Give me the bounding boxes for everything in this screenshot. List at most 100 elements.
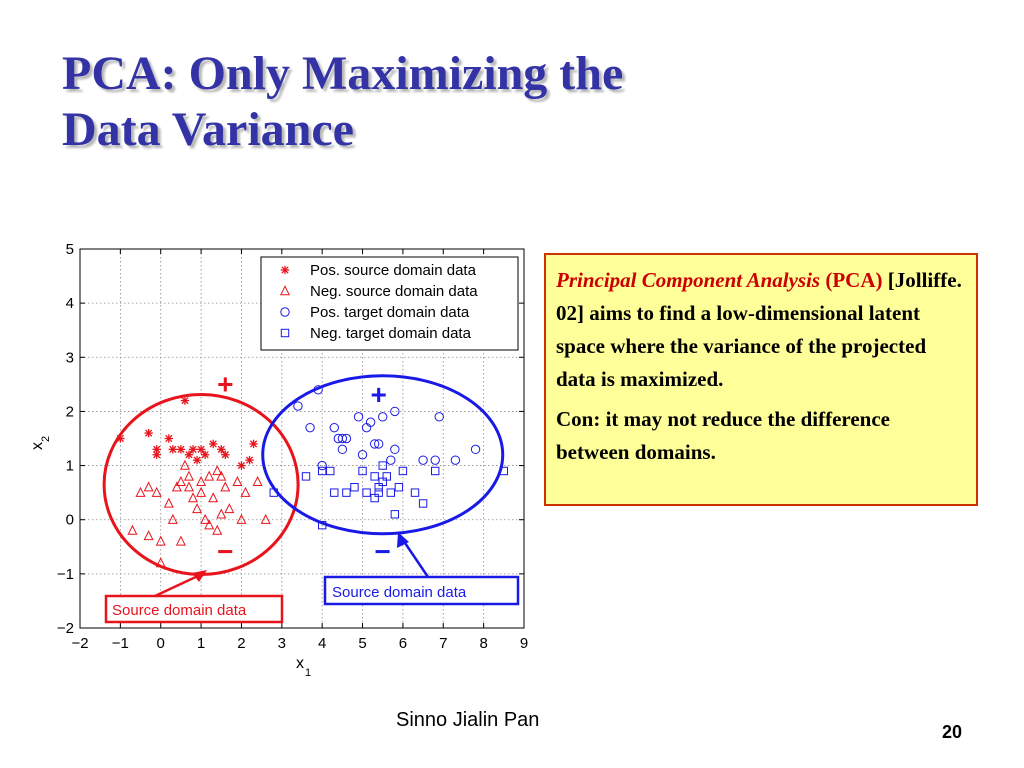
pos-source-point <box>237 461 246 470</box>
source-label-text: Source domain data <box>112 602 247 619</box>
class-sign-annotation: + <box>217 368 233 399</box>
x-tick-label: 9 <box>520 635 528 652</box>
neg-source-point <box>188 492 199 503</box>
neg-source-point <box>212 524 223 535</box>
x-tick-label: 7 <box>439 635 447 652</box>
y-tick-label: 4 <box>66 295 74 312</box>
y-tick-label: 0 <box>66 512 74 529</box>
pos-target-point <box>450 455 461 465</box>
neg-source-point <box>216 470 227 481</box>
legend-marker <box>279 285 291 296</box>
neg-source-point <box>127 524 138 535</box>
neg-target-point <box>269 488 278 497</box>
pos-source-point <box>245 455 254 465</box>
neg-source-point <box>236 513 247 524</box>
neg-target-point <box>390 510 400 519</box>
pca-description-box: Principal Component Analysis (PCA) [Joll… <box>544 253 978 506</box>
pos-source-point <box>209 439 218 449</box>
pos-source-point <box>176 445 186 454</box>
pos-source-point <box>249 439 258 449</box>
neg-source-point <box>240 486 251 497</box>
target-label-text: Source domain data <box>332 584 467 601</box>
pos-target-point <box>329 422 339 433</box>
neg-source-point <box>252 475 263 487</box>
pos-source-point <box>144 428 153 438</box>
legend-label: Neg. target domain data <box>310 325 472 342</box>
pos-target-point <box>313 385 323 395</box>
pos-source-point <box>221 450 230 459</box>
class-sign-annotation: + <box>371 379 387 410</box>
neg-target-point <box>358 466 367 476</box>
x-tick-label: 5 <box>358 635 366 652</box>
target-label-box <box>323 575 520 606</box>
y-tick-label: −1 <box>57 566 74 583</box>
y-tick-label: 5 <box>66 241 74 258</box>
neg-source-point <box>196 475 207 487</box>
neg-source-point <box>200 513 211 524</box>
pca-body: [Jolliffe. 02] aims to find a low-dimens… <box>556 268 962 391</box>
neg-target-point <box>378 461 387 470</box>
x-axis-label-subscript: 1 <box>305 667 311 679</box>
y-tick-label: 2 <box>66 403 74 420</box>
pca-term: Principal Component Analysis <box>556 268 821 292</box>
pos-target-point <box>390 444 400 455</box>
neg-target-point <box>370 472 379 481</box>
neg-target-point <box>317 520 327 530</box>
slide-title: PCA: Only Maximizing the Data Variance <box>62 46 623 158</box>
neg-source-point <box>135 486 146 497</box>
pos-target-point <box>470 444 481 455</box>
pos-target-point <box>317 460 327 471</box>
target-label-arrowhead <box>397 532 409 548</box>
pos-source-point <box>200 450 210 459</box>
pos-target-point <box>293 401 303 411</box>
neg-source-point <box>155 535 166 546</box>
neg-source-point <box>192 503 203 514</box>
page-number: 20 <box>942 722 963 742</box>
pos-source-point <box>180 396 190 405</box>
pca-description: Principal Component Analysis (PCA) [Joll… <box>556 264 966 396</box>
neg-target-point <box>317 466 327 476</box>
neg-source-point <box>163 497 174 508</box>
neg-source-point <box>183 470 194 481</box>
legend-marker <box>280 328 290 338</box>
source-label-arrowhead <box>192 570 207 582</box>
neg-target-point <box>410 488 420 497</box>
neg-source-point <box>212 465 223 476</box>
slide-title-line1: PCA: Only Maximizing the <box>62 47 624 100</box>
neg-source-point <box>155 557 166 568</box>
neg-target-point <box>431 466 440 476</box>
neg-source-point <box>143 530 154 541</box>
x-tick-label: 4 <box>318 635 326 652</box>
x-tick-label: 3 <box>278 635 286 652</box>
pos-target-point <box>430 455 440 465</box>
class-sign-annotation: − <box>375 536 391 567</box>
neg-source-point <box>232 475 243 487</box>
pos-target-point <box>418 455 428 465</box>
y-axis-label-subscript: 2 <box>40 436 52 442</box>
pos-source-point <box>168 445 178 454</box>
neg-target-point <box>326 466 335 476</box>
y-tick-label: 1 <box>66 458 74 475</box>
neg-target-point <box>386 488 396 497</box>
y-axis-label: x <box>29 442 46 450</box>
legend-label: Pos. source domain data <box>310 262 477 279</box>
pos-target-point <box>305 422 315 433</box>
neg-source-point <box>183 481 194 492</box>
target-label-arrow <box>401 539 430 578</box>
neg-target-point <box>350 483 359 492</box>
scatter-plot-container: −2 −1 0 1 2 3 4 5 6 7 8 9 −2 −1 0 1 2 3 4 5 x 1 x 2 + − + − Pos. sou… <box>0 0 545 695</box>
x-tick-label: 8 <box>479 635 487 652</box>
pos-target-point <box>337 444 348 455</box>
neg-source-point <box>260 513 271 524</box>
pos-source-point <box>217 445 226 454</box>
pos-source-point <box>184 450 194 459</box>
legend-marker <box>280 265 290 275</box>
slide-title-line2: Data Variance <box>62 103 354 156</box>
neg-target-point <box>342 488 351 497</box>
legend-marker <box>280 307 290 317</box>
neg-target-point <box>418 499 428 508</box>
legend-box <box>260 256 519 351</box>
neg-target-point <box>370 493 379 503</box>
neg-target-point <box>394 483 404 492</box>
neg-source-point <box>216 508 227 519</box>
